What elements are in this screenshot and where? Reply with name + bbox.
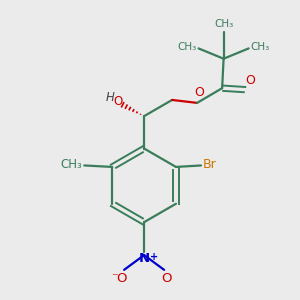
Text: CH₃: CH₃ [178, 42, 197, 52]
Text: N: N [139, 252, 150, 265]
Text: O: O [194, 86, 204, 99]
Text: O: O [161, 272, 172, 285]
Text: ⁻: ⁻ [111, 271, 118, 284]
Text: +: + [150, 252, 158, 262]
Text: O: O [113, 95, 122, 108]
Text: CH₃: CH₃ [61, 158, 82, 171]
Text: O: O [116, 272, 127, 285]
Text: CH₃: CH₃ [250, 42, 269, 52]
Text: H: H [105, 91, 114, 104]
Text: CH₃: CH₃ [214, 19, 233, 29]
Text: Br: Br [203, 158, 217, 171]
Text: O: O [245, 74, 255, 87]
